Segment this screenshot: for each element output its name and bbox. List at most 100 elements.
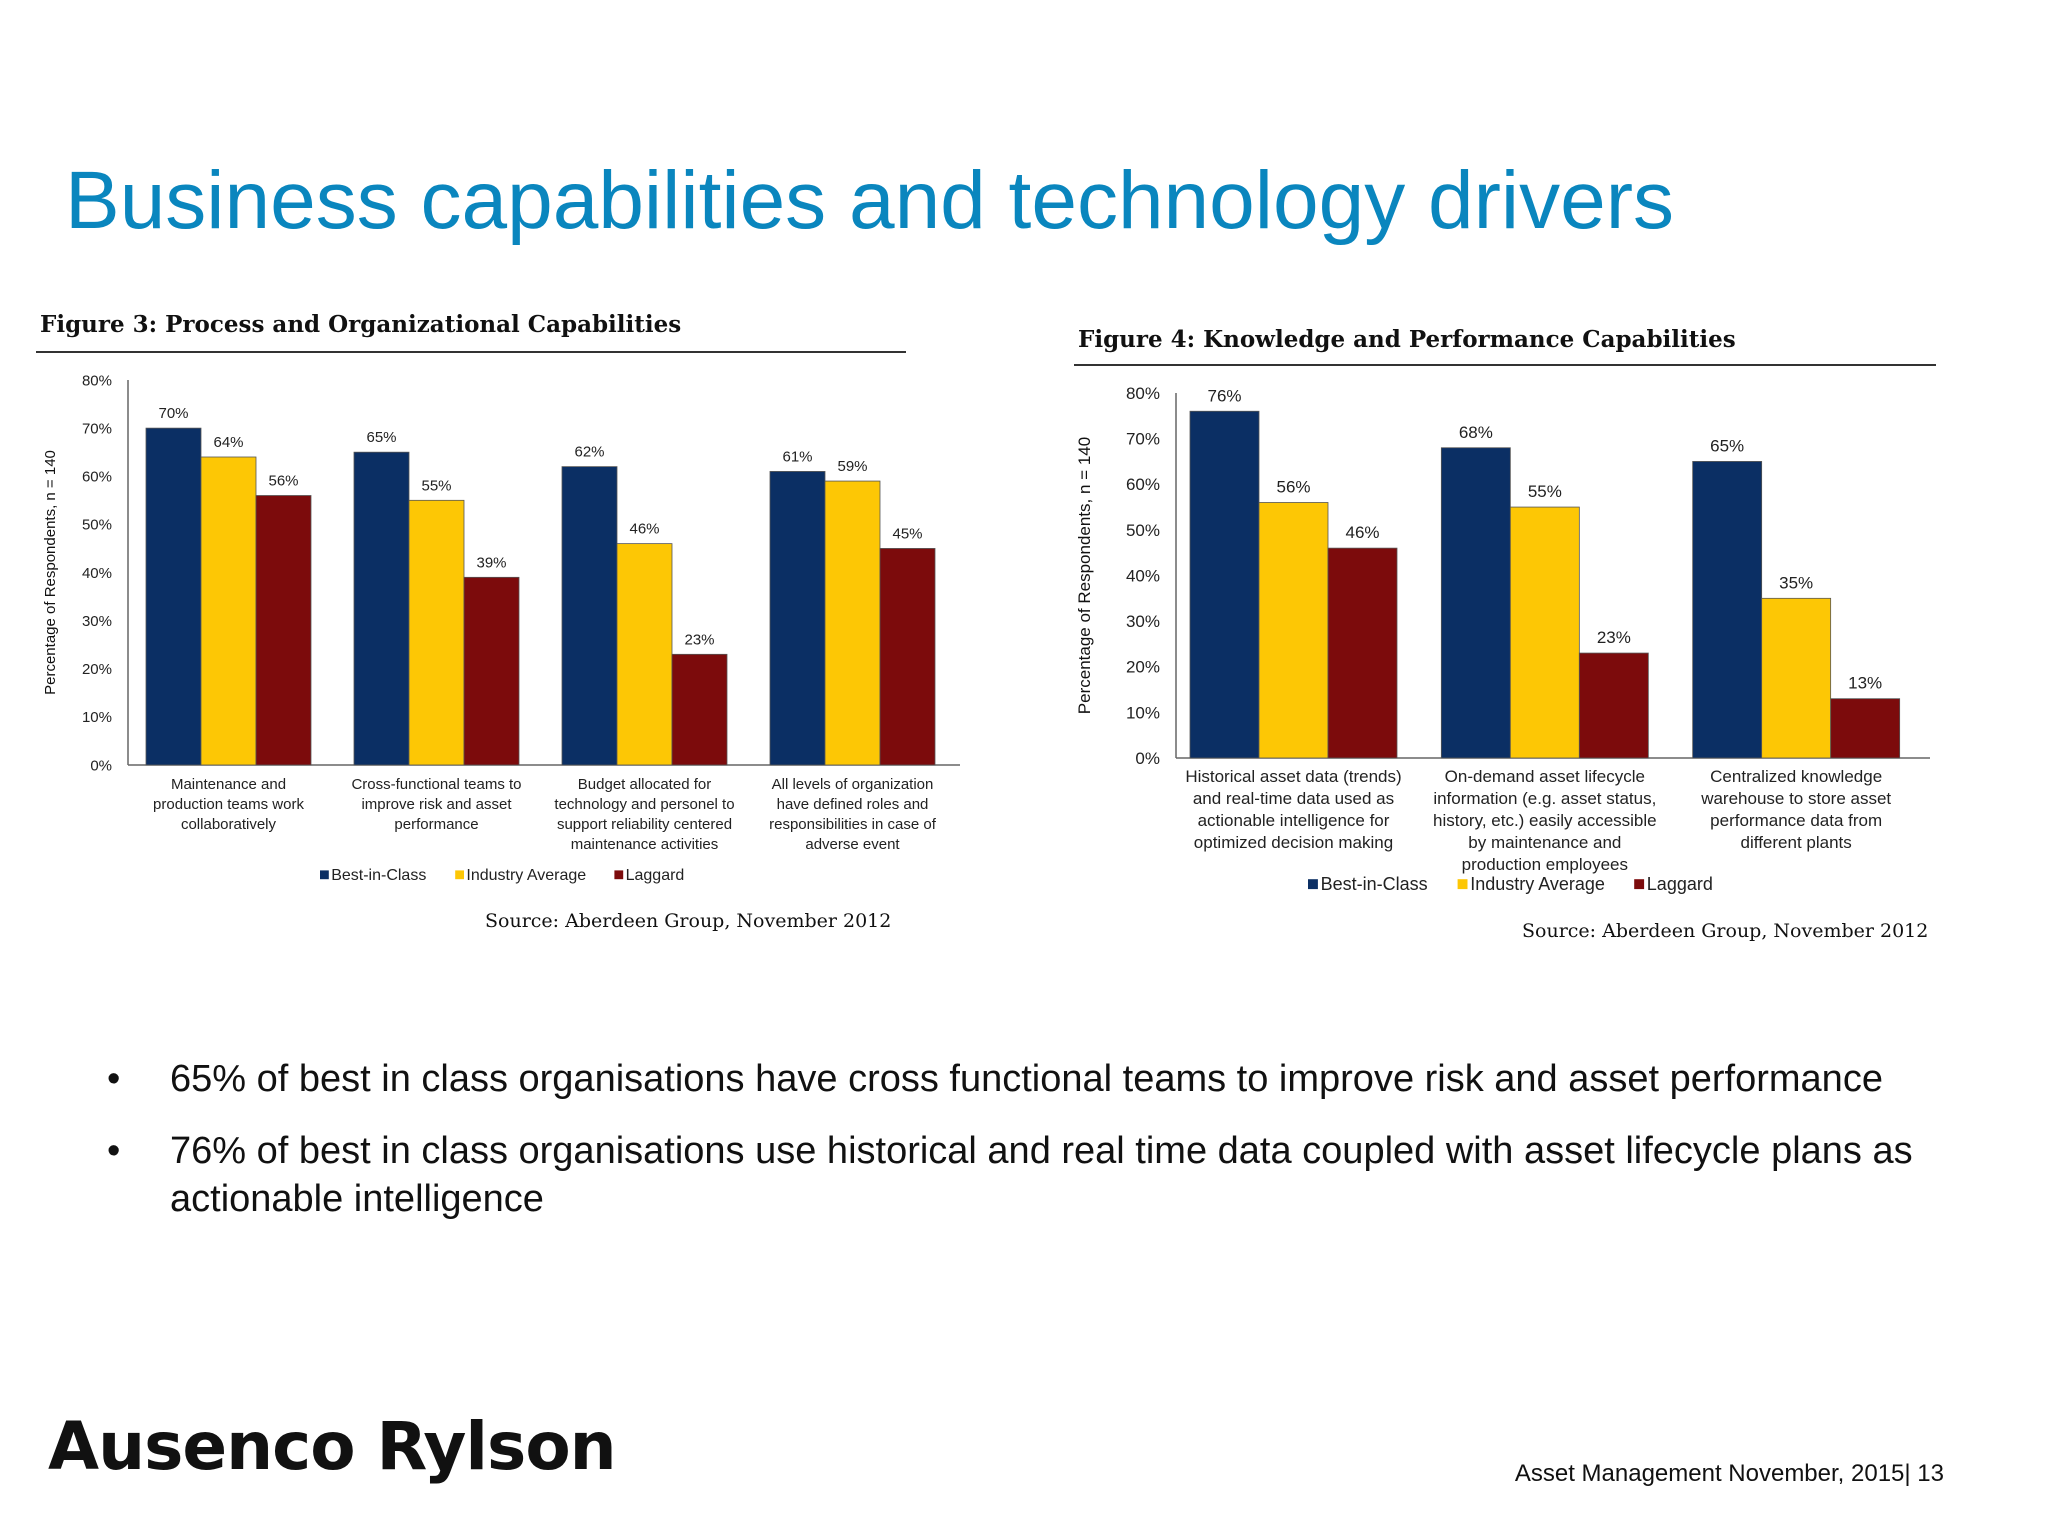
- y-tick-label: 10%: [82, 709, 112, 726]
- x-category-label: history, etc.) easily accessible: [1433, 811, 1657, 830]
- x-category-label: information (e.g. asset status,: [1433, 789, 1656, 808]
- x-category-label: Budget allocated for: [578, 776, 711, 793]
- bullet-item: • 76% of best in class organisations use…: [100, 1127, 2000, 1223]
- x-category-label: collaboratively: [181, 816, 277, 833]
- bar: [200, 456, 257, 766]
- x-category-label: maintenance activities: [571, 836, 719, 853]
- x-category-label: Historical asset data (trends): [1185, 767, 1401, 786]
- data-label: 76%: [1207, 386, 1241, 405]
- figure-3: Figure 3: Process and Organizational Cap…: [30, 305, 980, 945]
- data-label: 70%: [158, 405, 188, 422]
- footer-text: Asset Management November, 2015| 13: [1514, 1460, 1944, 1487]
- bar: [1578, 652, 1649, 759]
- y-tick-label: 80%: [1126, 384, 1160, 403]
- legend-swatch: [320, 870, 329, 880]
- y-tick-label: 40%: [82, 565, 112, 582]
- legend-label: Industry Average: [1470, 874, 1605, 894]
- x-category-label: Centralized knowledge: [1710, 767, 1882, 786]
- legend-swatch: [614, 870, 624, 880]
- data-label: 35%: [1779, 573, 1813, 592]
- data-label: 23%: [1597, 628, 1631, 647]
- x-category-label: warehouse to store asset: [1700, 789, 1891, 808]
- figure-title: Figure 3: Process and Organizational Cap…: [40, 311, 682, 338]
- x-category-label: actionable intelligence for: [1198, 811, 1390, 830]
- bar: [616, 543, 673, 766]
- x-category-label: and real-time data used as: [1193, 789, 1394, 808]
- legend-swatch: [1308, 879, 1318, 890]
- y-tick-label: 10%: [1126, 703, 1160, 722]
- legend-swatch: [455, 870, 464, 880]
- y-tick-label: 50%: [1126, 521, 1160, 540]
- data-label: 59%: [837, 458, 867, 475]
- bar: [561, 466, 618, 766]
- data-label: 56%: [1276, 478, 1310, 497]
- y-tick-label: 30%: [1126, 612, 1160, 631]
- y-tick-label: 70%: [1126, 430, 1160, 449]
- legend-swatch: [1634, 879, 1645, 890]
- figure-4: Figure 4: Knowledge and Performance Capa…: [1068, 320, 1968, 960]
- bullet-dot: •: [107, 1058, 121, 1100]
- y-tick-label: 30%: [82, 613, 112, 630]
- data-label: 13%: [1848, 674, 1882, 693]
- bullet-list: • 65% of best in class organisations hav…: [100, 1055, 2000, 1247]
- x-category-label: technology and personel to: [554, 796, 734, 813]
- data-label: 45%: [892, 525, 922, 542]
- bar: [1761, 597, 1832, 759]
- bar: [1692, 461, 1763, 759]
- legend-label: Industry Average: [466, 867, 586, 884]
- y-tick-label: 60%: [1126, 475, 1160, 494]
- figure-title-rule: [1074, 364, 1936, 366]
- bar: [824, 480, 881, 766]
- y-tick-label: 60%: [82, 469, 112, 486]
- y-tick-label: 0%: [1135, 749, 1160, 768]
- data-label: 46%: [1345, 523, 1379, 542]
- bar: [671, 653, 728, 766]
- figure-source: Source: Aberdeen Group, November 2012: [1522, 920, 1929, 942]
- x-category-label: performance data from: [1710, 811, 1882, 830]
- company-logo: Ausenco Rylson: [48, 1408, 617, 1485]
- x-category-label: optimized decision making: [1194, 833, 1393, 852]
- bar: [1327, 547, 1398, 759]
- figure-3-chart: Percentage of Respondents, n = 140 0% 10% 2…: [42, 372, 960, 884]
- bar: [1509, 506, 1580, 759]
- data-label: 61%: [782, 448, 812, 465]
- y-tick-label: 70%: [82, 420, 112, 437]
- bullet-text: 76% of best in class organisations use h…: [170, 1130, 1913, 1220]
- x-category-label: production teams work: [153, 796, 304, 813]
- data-label: 23%: [684, 631, 714, 648]
- bar: [353, 451, 410, 766]
- figure-source: Source: Aberdeen Group, November 2012: [485, 910, 892, 932]
- legend-label: Best-in-Class: [331, 867, 426, 884]
- y-axis-label: Percentage of Respondents, n = 140: [42, 450, 59, 695]
- bullet-item: • 65% of best in class organisations hav…: [100, 1055, 2000, 1103]
- x-category-label: production employees: [1462, 855, 1628, 874]
- x-category-label: Cross-functional teams to: [351, 776, 521, 793]
- data-label: 39%: [476, 554, 506, 571]
- x-category-label: Maintenance and: [171, 776, 286, 793]
- bullet-text: 65% of best in class organisations have …: [170, 1058, 1883, 1100]
- bar: [769, 471, 826, 766]
- slide-title: Business capabilities and technology dri…: [65, 155, 1675, 246]
- bar: [408, 499, 465, 766]
- x-category-label: performance: [394, 816, 478, 833]
- data-label: 55%: [421, 477, 451, 494]
- bar: [1440, 447, 1511, 759]
- x-category-label: On-demand asset lifecycle: [1445, 767, 1645, 786]
- legend-swatch: [1457, 879, 1468, 890]
- figure-title: Figure 4: Knowledge and Performance Capa…: [1078, 326, 1736, 353]
- y-tick-label: 0%: [90, 757, 112, 774]
- data-label: 46%: [629, 521, 659, 538]
- bar: [463, 576, 520, 766]
- bullet-dot: •: [107, 1130, 121, 1172]
- x-category-label: have defined roles and: [777, 796, 929, 813]
- data-label: 62%: [574, 444, 604, 461]
- x-category-label: responsibilities in case of: [769, 816, 937, 833]
- data-label: 56%: [268, 473, 298, 490]
- figure-title-rule: [36, 351, 906, 353]
- y-tick-label: 80%: [82, 372, 112, 389]
- y-tick-label: 50%: [82, 517, 112, 534]
- data-label: 65%: [366, 429, 396, 446]
- data-label: 64%: [213, 434, 243, 451]
- bar: [879, 548, 936, 766]
- y-tick-label: 20%: [1126, 658, 1160, 677]
